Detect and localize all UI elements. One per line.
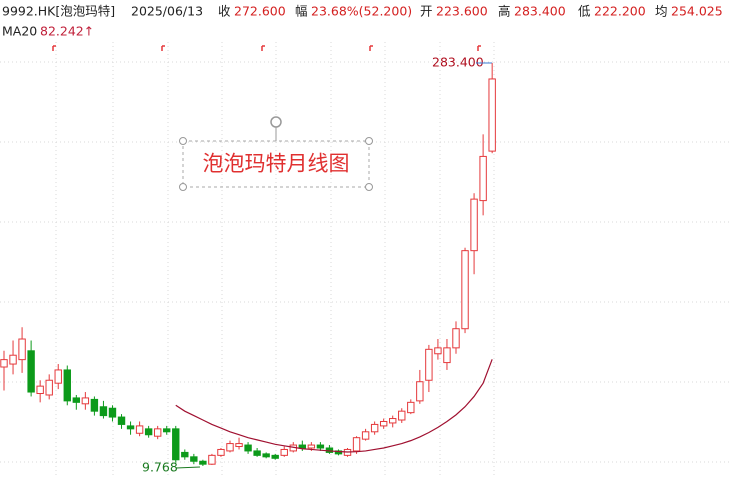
candle-body — [199, 460, 207, 465]
candle-body — [298, 444, 307, 449]
high-value: 283.400 — [514, 4, 566, 19]
candle-body — [27, 350, 35, 393]
low-label: 低 — [578, 4, 591, 19]
low-value: 222.200 — [594, 4, 646, 19]
change-label: 幅 — [295, 4, 308, 19]
chart-title: 泡泡玛特月线图 — [203, 152, 350, 176]
candle-body — [370, 423, 379, 433]
candle-body — [479, 155, 487, 202]
candle-body — [18, 338, 26, 361]
candle-body — [45, 379, 53, 396]
candle-body — [470, 198, 478, 252]
candle-body — [461, 250, 469, 330]
candle-body — [271, 454, 279, 459]
title-box: 泡泡玛特月线图 — [179, 116, 373, 191]
candle-body — [389, 418, 397, 424]
period-markers — [52, 45, 481, 51]
change-value: 23.68%(52.200) — [311, 4, 412, 19]
avg-value: 254.025 — [671, 4, 723, 19]
date: 2025/06/13 — [131, 4, 203, 19]
open-label: 开 — [420, 4, 433, 19]
annotation-line — [175, 466, 201, 469]
high-label: 高 — [498, 4, 511, 19]
candle-body — [117, 416, 126, 425]
candle-body — [0, 359, 8, 368]
candle-body — [407, 401, 415, 414]
handle — [365, 183, 373, 191]
candle-body — [181, 451, 189, 458]
candle-body — [81, 397, 90, 405]
ma-line — [175, 359, 493, 453]
candle-body — [126, 425, 135, 430]
candle-body — [36, 385, 44, 395]
candle-body — [352, 437, 361, 452]
candle-body — [452, 328, 460, 349]
high-annotation: 283.400 — [432, 55, 484, 70]
candle-body — [280, 448, 288, 456]
candle-body — [307, 444, 316, 449]
candle-body — [316, 444, 325, 449]
candle-body — [416, 381, 424, 402]
candle-body — [244, 444, 252, 452]
close-value: 272.600 — [234, 4, 286, 19]
candle-body — [163, 428, 171, 433]
candle-body — [262, 453, 270, 458]
ma-label: MA20 — [2, 24, 37, 39]
candle-body — [253, 450, 261, 456]
candle-body — [379, 420, 388, 427]
candle-body — [9, 354, 17, 365]
candle-body — [443, 347, 451, 364]
symbol: 9992.HK[泡泡玛特] — [2, 4, 115, 19]
handle — [365, 137, 373, 145]
candle-body — [361, 431, 370, 440]
candle-body — [144, 428, 153, 436]
candle-body — [226, 443, 234, 452]
candle-body — [434, 347, 442, 355]
candle-body — [217, 448, 225, 456]
candle-body — [63, 369, 71, 402]
rotate-handle — [270, 116, 282, 128]
candle-body — [425, 348, 433, 381]
candle-body — [54, 369, 62, 384]
candle-body — [208, 454, 216, 465]
candle-body — [153, 428, 162, 437]
avg-label: 均 — [655, 4, 668, 19]
candle-body — [172, 428, 180, 461]
candle-body — [72, 397, 81, 403]
open-value: 223.600 — [436, 4, 488, 19]
box — [182, 140, 370, 188]
candle-body — [135, 425, 144, 434]
candle-body — [90, 398, 99, 412]
candle-body — [190, 456, 198, 462]
candle-body — [398, 410, 406, 421]
candle-body — [99, 406, 108, 417]
candle-body — [235, 443, 243, 448]
ma-value: 82.242↑ — [40, 24, 94, 39]
candle-body — [108, 407, 117, 418]
candle-body — [488, 78, 496, 152]
close-label: 收 — [218, 4, 231, 19]
low-annotation: 9.768 — [142, 460, 178, 475]
handle — [179, 137, 187, 145]
handle — [179, 183, 187, 191]
